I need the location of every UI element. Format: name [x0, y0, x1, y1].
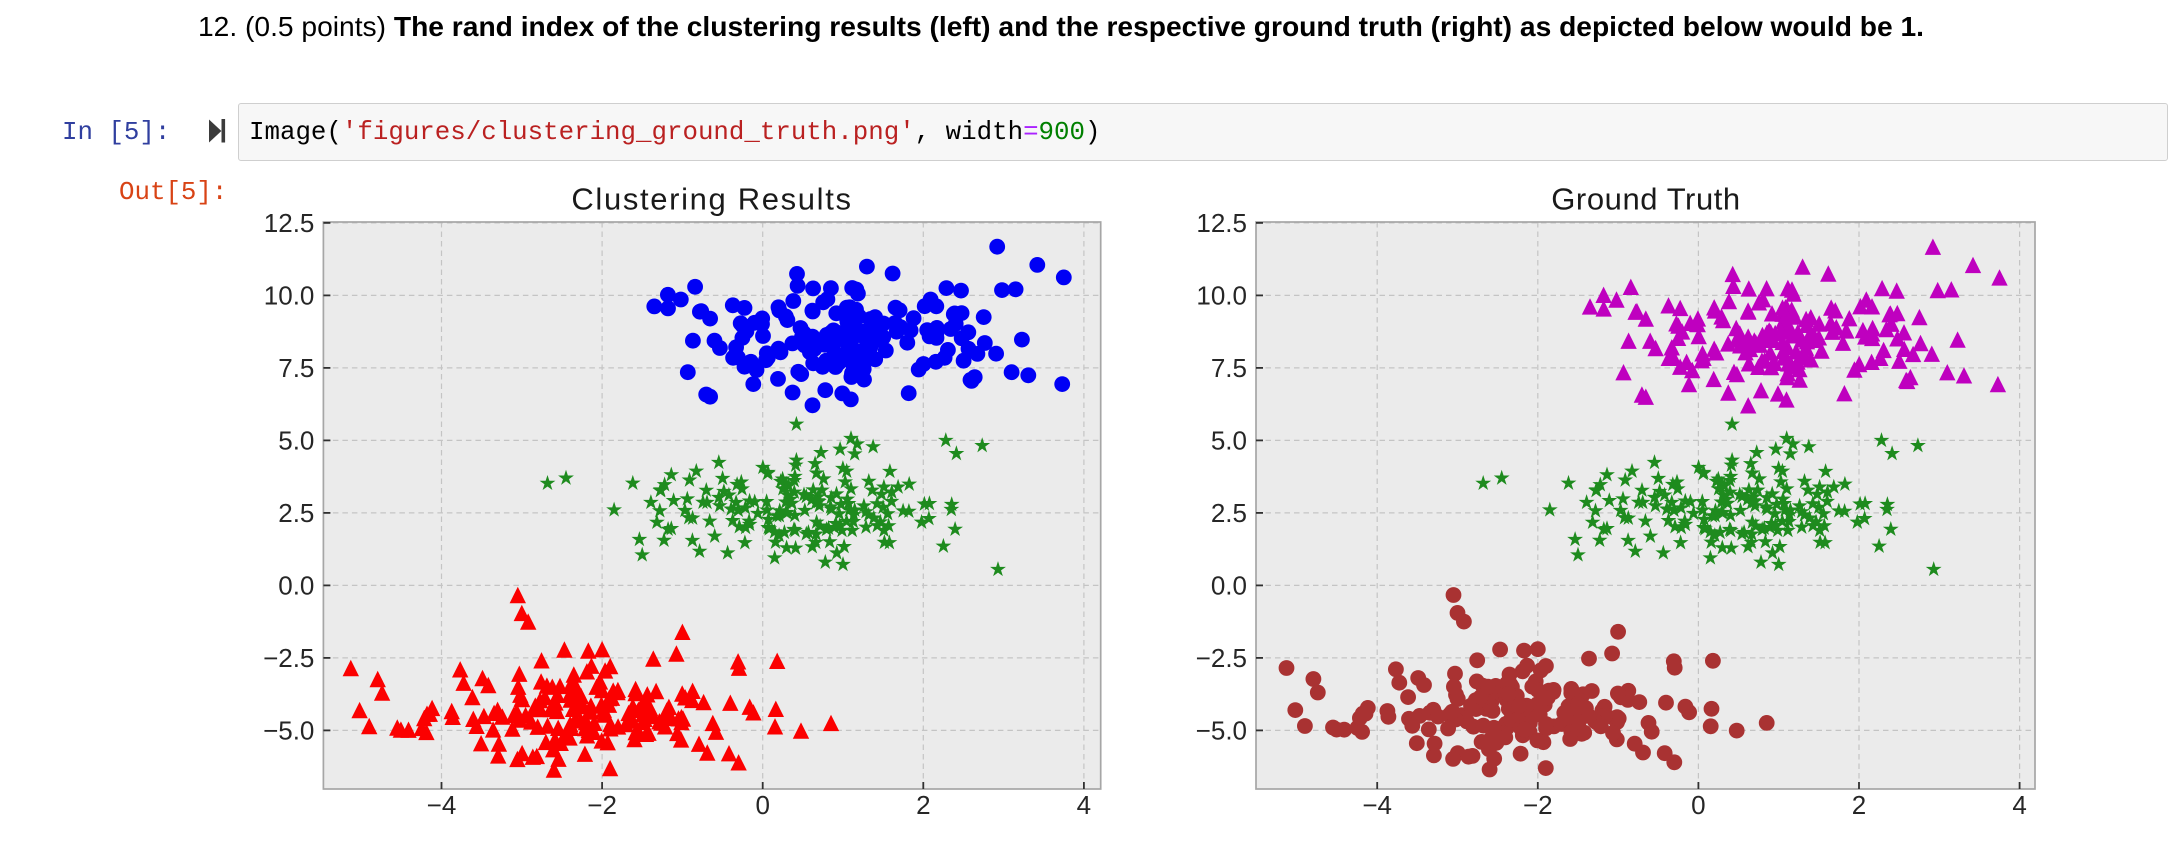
svg-text:2: 2 [1852, 790, 1866, 820]
svg-text:4: 4 [2012, 790, 2026, 820]
svg-text:−2.5: −2.5 [263, 643, 314, 673]
svg-text:12.5: 12.5 [264, 208, 315, 238]
svg-text:0.0: 0.0 [1211, 571, 1247, 601]
svg-text:Ground Truth: Ground Truth [1551, 181, 1741, 216]
svg-text:−4: −4 [427, 790, 457, 820]
svg-text:2.5: 2.5 [1211, 498, 1247, 528]
svg-text:7.5: 7.5 [1211, 353, 1247, 383]
svg-text:−2: −2 [1523, 790, 1553, 820]
svg-text:5.0: 5.0 [1211, 426, 1247, 456]
svg-text:0.0: 0.0 [278, 571, 314, 601]
svg-text:−2: −2 [587, 790, 617, 820]
svg-text:2.5: 2.5 [278, 498, 314, 528]
svg-text:12.5: 12.5 [1196, 208, 1247, 238]
svg-text:10.0: 10.0 [264, 281, 315, 311]
svg-text:4: 4 [1077, 790, 1091, 820]
svg-text:−5.0: −5.0 [263, 716, 314, 746]
svg-text:−2.5: −2.5 [1196, 643, 1247, 673]
svg-text:10.0: 10.0 [1196, 281, 1247, 311]
svg-text:0: 0 [755, 790, 769, 820]
svg-text:2: 2 [916, 790, 930, 820]
svg-text:0: 0 [1691, 790, 1705, 820]
svg-text:−5.0: −5.0 [1196, 716, 1247, 746]
svg-text:−4: −4 [1362, 790, 1392, 820]
svg-text:Clustering Results: Clustering Results [571, 181, 852, 216]
svg-text:5.0: 5.0 [278, 426, 314, 456]
svg-text:7.5: 7.5 [278, 353, 314, 383]
